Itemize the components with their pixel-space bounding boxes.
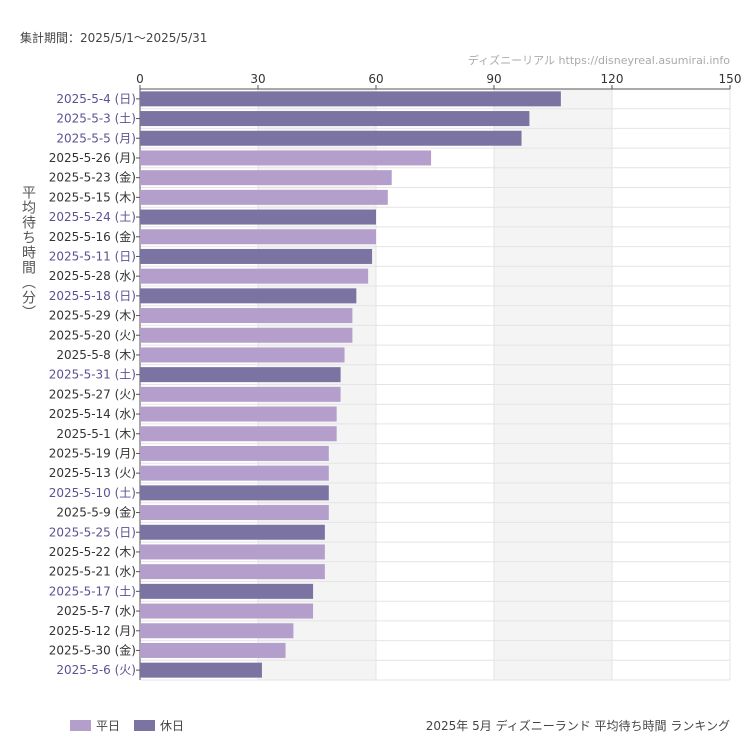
category-label: 2025-5-4 (日): [56, 92, 136, 106]
x-tick-label: 0: [136, 72, 144, 86]
category-label: 2025-5-20 (火): [49, 328, 136, 342]
bar: [140, 406, 337, 422]
category-label: 2025-5-7 (水): [56, 604, 136, 618]
bar: [140, 426, 337, 442]
category-label: 2025-5-11 (日): [49, 249, 136, 263]
category-label: 2025-5-12 (月): [49, 624, 136, 638]
bar: [140, 505, 329, 521]
category-label: 2025-5-23 (金): [49, 170, 136, 185]
bar: [140, 308, 353, 324]
category-label: 2025-5-3 (土): [56, 112, 136, 126]
category-label: 2025-5-1 (木): [56, 427, 136, 441]
category-label: 2025-5-6 (火): [56, 663, 136, 677]
category-label: 2025-5-16 (金): [49, 229, 136, 244]
legend-item-weekday[interactable]: 平日: [70, 717, 120, 734]
bar: [140, 662, 262, 678]
x-tick-label: 120: [601, 72, 624, 86]
category-label: 2025-5-14 (水): [49, 407, 136, 421]
category-label: 2025-5-24 (土): [49, 210, 136, 224]
x-tick-label: 90: [486, 72, 501, 86]
category-label: 2025-5-28 (水): [49, 269, 136, 283]
bar: [140, 229, 376, 245]
bar: [140, 524, 325, 540]
bar: [140, 209, 376, 225]
bar: [140, 485, 329, 501]
bar: [140, 544, 325, 560]
category-label: 2025-5-27 (火): [49, 387, 136, 401]
category-label: 2025-5-31 (土): [49, 368, 136, 382]
category-label: 2025-5-13 (火): [49, 466, 136, 480]
x-tick-label: 60: [368, 72, 383, 86]
period-label: 集計期間：2025/5/1〜2025/5/31: [20, 31, 208, 45]
category-label: 2025-5-17 (土): [49, 584, 136, 598]
legend-item-holiday[interactable]: 休日: [134, 717, 184, 734]
category-label: 2025-5-9 (金): [56, 505, 136, 520]
category-label: 2025-5-22 (木): [49, 545, 136, 559]
bar: [140, 347, 345, 363]
bar: [140, 642, 286, 658]
bar: [140, 111, 530, 127]
bar: [140, 288, 357, 304]
bar: [140, 170, 392, 186]
bar: [140, 189, 388, 205]
bar: [140, 130, 522, 146]
legend-label-weekday: 平日: [96, 719, 121, 733]
category-label: 2025-5-25 (日): [49, 525, 136, 539]
bar: [140, 583, 314, 599]
category-label: 2025-5-29 (木): [49, 309, 136, 323]
bar: [140, 91, 561, 107]
bar: [140, 603, 314, 619]
bar: [140, 564, 325, 580]
bar: [140, 150, 432, 166]
legend: 平日 休日: [70, 717, 184, 734]
legend-label-holiday: 休日: [160, 719, 185, 733]
x-tick-label: 150: [719, 72, 742, 86]
bar: [140, 445, 329, 461]
category-label: 2025-5-10 (土): [49, 486, 136, 500]
y-axis-label: 平均待ち時間（分）: [20, 185, 36, 320]
legend-swatch-weekday: [70, 720, 91, 731]
credit-label: ディズニーリアル https://disneyreal.asumirai.inf…: [467, 54, 730, 67]
category-label: 2025-5-18 (日): [49, 289, 136, 303]
category-label: 2025-5-21 (水): [49, 565, 136, 579]
category-label: 2025-5-30 (金): [49, 642, 136, 657]
category-label: 2025-5-8 (木): [56, 348, 136, 362]
bar: [140, 623, 294, 639]
x-tick-label: 30: [250, 72, 265, 86]
category-label: 2025-5-5 (月): [56, 131, 136, 145]
chart-title: 2025年 5月 ディズニーランド 平均待ち時間 ランキング: [425, 719, 730, 733]
bar: [140, 248, 373, 264]
category-label: 2025-5-26 (月): [49, 151, 136, 165]
legend-swatch-holiday: [134, 720, 156, 731]
bar: [140, 386, 341, 402]
category-label: 2025-5-15 (木): [49, 190, 136, 204]
bar: [140, 367, 341, 383]
bar: [140, 465, 329, 481]
bar: [140, 268, 369, 284]
category-label: 2025-5-19 (月): [49, 446, 136, 460]
bar: [140, 327, 353, 343]
